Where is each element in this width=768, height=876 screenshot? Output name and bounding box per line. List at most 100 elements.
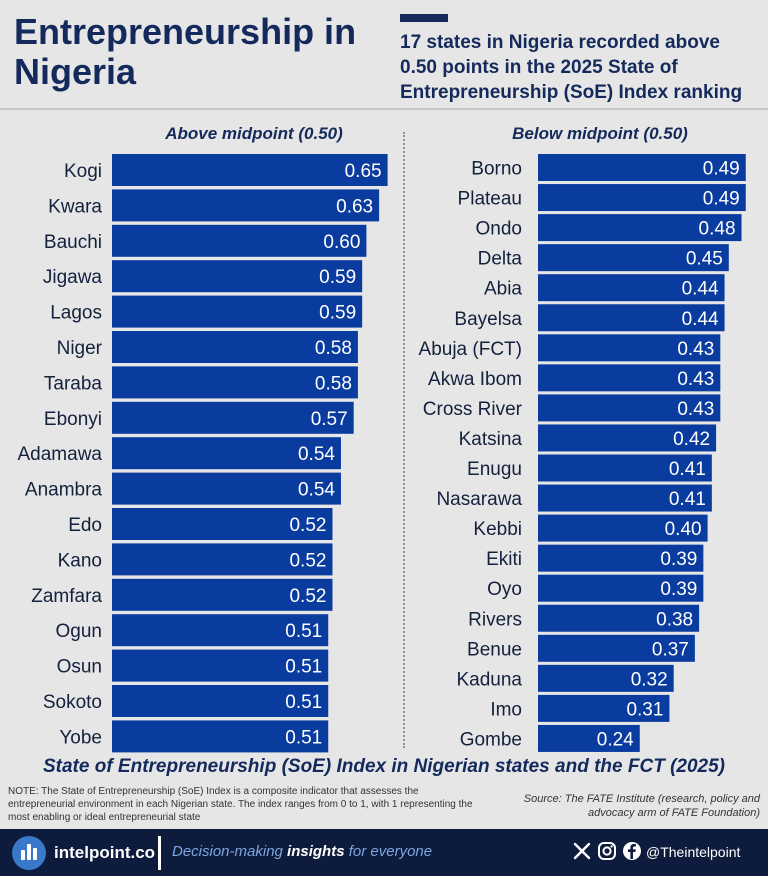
- bar-value-above-9: 0.54: [298, 480, 335, 501]
- bar-above-6: [112, 366, 358, 399]
- category-label-below-5: Bayelsa: [454, 309, 522, 330]
- bar-value-above-15: 0.51: [285, 692, 322, 713]
- bar-below-6: [538, 334, 721, 362]
- category-label-above-4: Lagos: [50, 303, 102, 324]
- bar-value-below-8: 0.43: [677, 399, 714, 420]
- bar-below-11: [538, 484, 712, 512]
- bar-value-above-5: 0.58: [315, 338, 352, 359]
- category-label-above-5: Niger: [57, 338, 103, 359]
- category-label-below-3: Delta: [478, 249, 523, 270]
- bar-above-12: [112, 578, 333, 611]
- bar-value-below-16: 0.37: [652, 639, 689, 660]
- bar-value-below-19: 0.24: [597, 729, 634, 750]
- header-rule: [0, 108, 768, 110]
- bar-below-16: [538, 634, 695, 662]
- note-text: NOTE: The State of Entrepreneurship (SoE…: [8, 786, 473, 823]
- category-label-below-6: Abuja (FCT): [419, 339, 522, 360]
- category-label-above-2: Bauchi: [44, 232, 102, 253]
- category-label-above-7: Ebonyi: [44, 409, 102, 430]
- bar-below-2: [538, 214, 742, 242]
- bar-above-7: [112, 401, 354, 434]
- bar-below-1: [538, 184, 746, 212]
- category-label-below-2: Ondo: [476, 219, 522, 240]
- tagline: Decision-making insights for everyone: [172, 843, 433, 860]
- category-label-above-16: Yobe: [59, 727, 102, 748]
- bar-above-11: [112, 543, 333, 576]
- accent-bar: [400, 14, 448, 22]
- page-title: Entrepreneurship in Nigeria: [14, 11, 357, 92]
- panel-divider: [403, 132, 405, 748]
- brand-name[interactable]: intelpoint.co: [54, 843, 156, 862]
- bar-above-3: [112, 260, 363, 293]
- category-label-above-1: Kwara: [48, 196, 102, 217]
- bar-value-below-13: 0.39: [660, 549, 697, 570]
- bar-value-above-11: 0.52: [289, 550, 326, 571]
- bar-value-below-14: 0.39: [660, 579, 697, 600]
- bar-below-8: [538, 394, 721, 422]
- category-label-below-1: Plateau: [458, 189, 522, 210]
- bar-value-below-1: 0.49: [703, 189, 740, 210]
- bar-above-16: [112, 720, 329, 753]
- bar-above-10: [112, 508, 333, 540]
- panel-title-above: Above midpoint (0.50): [165, 124, 343, 143]
- bar-value-above-13: 0.51: [285, 621, 322, 642]
- category-label-below-8: Cross River: [423, 399, 523, 420]
- facebook-icon[interactable]: [622, 841, 642, 861]
- bar-value-below-3: 0.45: [686, 249, 723, 270]
- category-label-above-10: Edo: [68, 515, 102, 536]
- bar-above-14: [112, 649, 329, 682]
- x-icon[interactable]: [572, 841, 592, 861]
- bar-above-1: [112, 189, 380, 222]
- bar-value-above-8: 0.54: [298, 444, 335, 465]
- category-label-above-8: Adamawa: [18, 444, 103, 465]
- bar-above-0: [112, 154, 388, 186]
- social-handle[interactable]: @Theintelpoint: [646, 844, 741, 860]
- category-label-below-15: Rivers: [468, 609, 522, 630]
- category-label-above-3: Jigawa: [43, 267, 103, 288]
- category-label-below-18: Imo: [490, 699, 522, 720]
- category-label-below-14: Oyo: [487, 579, 522, 600]
- bar-value-below-15: 0.38: [656, 609, 693, 630]
- bar-below-13: [538, 544, 704, 572]
- bar-above-5: [112, 331, 358, 363]
- bar-below-10: [538, 454, 712, 482]
- panel-title-below: Below midpoint (0.50): [512, 124, 688, 143]
- bar-value-below-0: 0.49: [703, 159, 740, 180]
- category-label-above-11: Kano: [58, 550, 102, 571]
- bar-below-19: [538, 724, 640, 752]
- category-label-below-4: Abia: [484, 279, 522, 300]
- category-label-below-12: Kebbi: [473, 519, 522, 540]
- bar-below-12: [538, 514, 708, 542]
- bar-value-below-2: 0.48: [699, 219, 736, 240]
- category-label-above-0: Kogi: [64, 161, 102, 182]
- headline: 17 states in Nigeria recorded above 0.50…: [400, 32, 743, 103]
- category-label-above-13: Ogun: [56, 621, 102, 642]
- bar-value-above-1: 0.63: [336, 196, 373, 217]
- bar-below-9: [538, 424, 717, 452]
- bar-below-3: [538, 244, 729, 272]
- category-label-above-9: Anambra: [25, 480, 103, 501]
- bar-below-7: [538, 364, 721, 392]
- bar-above-13: [112, 614, 329, 647]
- instagram-icon[interactable]: [597, 841, 617, 861]
- bar-value-above-3: 0.59: [319, 267, 356, 288]
- bar-above-4: [112, 295, 363, 328]
- category-label-below-0: Borno: [471, 159, 522, 180]
- category-label-below-19: Gombe: [460, 729, 522, 750]
- bar-value-below-9: 0.42: [673, 429, 710, 450]
- category-label-above-14: Osun: [57, 657, 102, 678]
- bar-value-below-6: 0.43: [677, 339, 714, 360]
- bar-value-below-12: 0.40: [665, 519, 702, 540]
- category-label-below-17: Kaduna: [456, 669, 522, 690]
- category-label-below-13: Ekiti: [486, 549, 522, 570]
- source-text: Source: The FATE Institute (research, po…: [523, 793, 760, 819]
- bar-value-above-6: 0.58: [315, 373, 352, 394]
- bar-value-below-4: 0.44: [682, 279, 719, 300]
- chart-title: State of Entrepreneurship (SoE) Index in…: [42, 756, 725, 777]
- bar-value-below-11: 0.41: [669, 489, 706, 510]
- bar-below-0: [538, 154, 746, 181]
- bar-below-4: [538, 274, 725, 302]
- category-label-above-6: Taraba: [44, 373, 103, 394]
- category-label-below-10: Enugu: [467, 459, 522, 480]
- bar-value-below-18: 0.31: [626, 699, 663, 720]
